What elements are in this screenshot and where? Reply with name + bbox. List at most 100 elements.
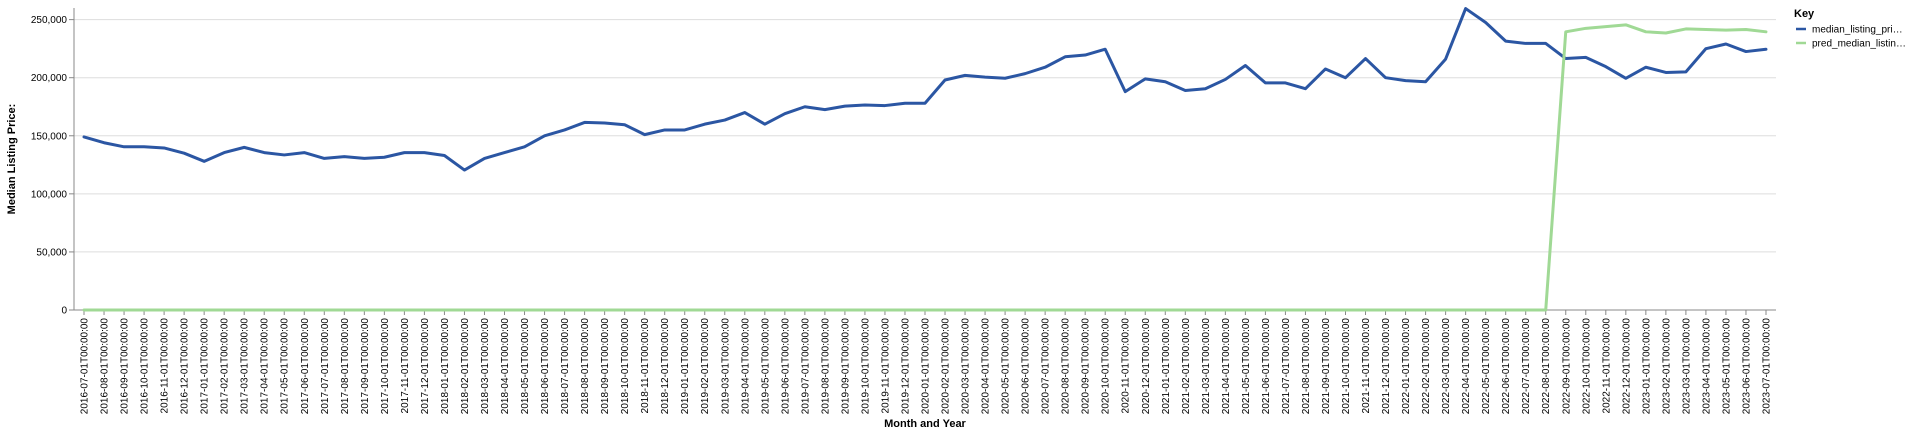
x-tick-label: 2016-07-01T00:00:00 [80,318,91,415]
x-tick-label: 2018-09-01T00:00:00 [600,318,611,415]
y-axis-title: Median Listing Price: [6,104,18,215]
x-tick-label: 2021-02-01T00:00:00 [1181,318,1192,415]
x-tick-label: 2019-02-01T00:00:00 [700,318,711,415]
y-tick-label: 50,000 [36,247,67,258]
x-tick-label: 2023-07-01T00:00:00 [1761,318,1772,415]
x-tick-label: 2021-06-01T00:00:00 [1261,318,1272,415]
x-tick-label: 2020-08-01T00:00:00 [1061,318,1072,415]
x-tick-label: 2022-12-01T00:00:00 [1621,318,1632,415]
x-tick-label: 2018-05-01T00:00:00 [520,318,531,415]
x-tick-label: 2021-03-01T00:00:00 [1201,318,1212,415]
x-tick-label: 2022-04-01T00:00:00 [1461,318,1472,415]
x-tick-label: 2019-07-01T00:00:00 [800,318,811,415]
x-tick-label: 2022-03-01T00:00:00 [1441,318,1452,415]
series-line-1 [82,7,1768,172]
series-line-2 [82,23,1768,312]
x-tick-label: 2016-09-01T00:00:00 [120,318,131,415]
series-lines [82,7,1768,312]
x-tick-label: 2019-01-01T00:00:00 [680,318,691,415]
axes: 0 50,000 100,000 150,000 200,000 250,000 2016-… [31,8,1776,414]
x-tick-label: 2018-10-01T00:00:00 [620,318,631,415]
x-tick-label: 2021-08-01T00:00:00 [1301,318,1312,415]
x-tick-label: 2022-08-01T00:00:00 [1541,318,1552,415]
x-tick-label: 2020-05-01T00:00:00 [1001,318,1012,415]
x-tick-label: 2018-03-01T00:00:00 [480,318,491,415]
x-tick-label: 2017-04-01T00:00:00 [260,318,271,415]
x-tick-label: 2020-02-01T00:00:00 [941,318,952,415]
x-tick-label: 2023-05-01T00:00:00 [1721,318,1732,415]
x-tick-label: 2017-09-01T00:00:00 [360,318,371,415]
x-tick-label: 2022-01-01T00:00:00 [1401,318,1412,415]
x-tick-label: 2022-06-01T00:00:00 [1501,318,1512,415]
x-tick-label: 2019-11-01T00:00:00 [880,318,891,414]
x-tick-label: 2020-11-01T00:00:00 [1121,318,1132,414]
x-tick-label: 2021-07-01T00:00:00 [1281,318,1292,415]
x-tick-label: 2022-07-01T00:00:00 [1521,318,1532,415]
x-tick-label: 2020-06-01T00:00:00 [1021,318,1032,415]
x-tick-label: 2017-10-01T00:00:00 [380,318,391,415]
x-tick-label: 2018-02-01T00:00:00 [460,318,471,415]
y-tick-label: 200,000 [31,73,68,84]
x-tick-label: 2020-04-01T00:00:00 [981,318,992,415]
x-tick-label: 2017-05-01T00:00:00 [280,318,291,415]
x-tick-label: 2022-02-01T00:00:00 [1421,318,1432,415]
legend-title: Key [1794,8,1815,20]
x-tick-label: 2023-04-01T00:00:00 [1701,318,1712,415]
x-tick-label: 2022-11-01T00:00:00 [1601,318,1612,414]
x-tick-label: 2022-10-01T00:00:00 [1581,318,1592,415]
x-tick-label: 2017-01-01T00:00:00 [200,318,211,415]
x-tick-label: 2020-10-01T00:00:00 [1101,318,1112,415]
y-tick-label: 250,000 [31,15,68,26]
x-tick-label: 2021-05-01T00:00:00 [1241,318,1252,415]
x-tick-label: 2017-03-01T00:00:00 [240,318,251,415]
x-tick-label: 2018-01-01T00:00:00 [440,318,451,415]
x-tick-label: 2021-01-01T00:00:00 [1161,318,1172,415]
x-tick-label: 2019-05-01T00:00:00 [760,318,771,415]
x-tick-label: 2019-04-01T00:00:00 [740,318,751,415]
x-tick-label: 2018-11-01T00:00:00 [640,318,651,414]
x-tick-label: 2019-03-01T00:00:00 [720,318,731,415]
x-tick-label: 2023-02-01T00:00:00 [1661,318,1672,415]
x-tick-label: 2021-04-01T00:00:00 [1221,318,1232,415]
x-tick-label: 2023-01-01T00:00:00 [1641,318,1652,415]
legend-label: median_listing_pri… [1812,25,1903,36]
x-tick-label: 2018-07-01T00:00:00 [560,318,571,415]
x-tick-label: 2017-11-01T00:00:00 [400,318,411,414]
x-tick-label: 2016-10-01T00:00:00 [140,318,151,415]
x-tick-label: 2016-11-01T00:00:00 [160,318,171,414]
y-tick-label: 0 [61,306,67,317]
x-axis-title: Month and Year [884,418,966,430]
x-tick-label: 2023-03-01T00:00:00 [1681,318,1692,415]
x-tick-label: 2019-10-01T00:00:00 [860,318,871,415]
x-tick-label: 2018-12-01T00:00:00 [660,318,671,415]
x-tick-label: 2018-08-01T00:00:00 [580,318,591,415]
x-tick-label: 2016-12-01T00:00:00 [180,318,191,415]
grid [74,19,1776,311]
x-tick-label: 2023-06-01T00:00:00 [1741,318,1752,415]
x-tick-label: 2019-06-01T00:00:00 [780,318,791,415]
y-tick-label: 100,000 [31,189,68,200]
y-tick-label: 150,000 [31,131,68,142]
legend: Key median_listing_pri… pred_median_listi… [1794,8,1906,50]
x-tick-label: 2019-12-01T00:00:00 [900,318,911,415]
x-tick-label: 2021-11-01T00:00:00 [1361,318,1372,414]
x-tick-label: 2019-08-01T00:00:00 [820,318,831,415]
legend-label: pred_median_listin… [1812,39,1906,50]
x-tick-label: 2017-07-01T00:00:00 [320,318,331,415]
x-tick-label: 2020-09-01T00:00:00 [1081,318,1092,415]
x-tick-label: 2017-08-01T00:00:00 [340,318,351,415]
x-tick-label: 2017-06-01T00:00:00 [300,318,311,415]
x-tick-label: 2016-08-01T00:00:00 [100,318,111,415]
x-tick-label: 2020-12-01T00:00:00 [1141,318,1152,415]
x-tick-label: 2021-09-01T00:00:00 [1321,318,1332,415]
x-tick-label: 2022-09-01T00:00:00 [1561,318,1572,415]
x-tick-label: 2022-05-01T00:00:00 [1481,318,1492,415]
legend-items: median_listing_pri… pred_median_listin… [1796,25,1906,50]
x-tick-label: 2020-07-01T00:00:00 [1041,318,1052,415]
x-tick-label: 2020-03-01T00:00:00 [961,318,972,415]
x-tick-label: 2021-12-01T00:00:00 [1381,318,1392,415]
x-tick-label: 2018-06-01T00:00:00 [540,318,551,415]
x-tick-label: 2017-02-01T00:00:00 [220,318,231,415]
x-tick-label: 2021-10-01T00:00:00 [1341,318,1352,415]
